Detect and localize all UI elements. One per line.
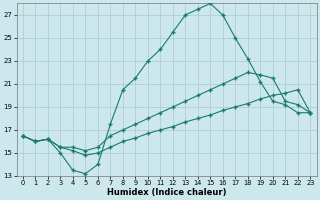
X-axis label: Humidex (Indice chaleur): Humidex (Indice chaleur): [107, 188, 226, 197]
